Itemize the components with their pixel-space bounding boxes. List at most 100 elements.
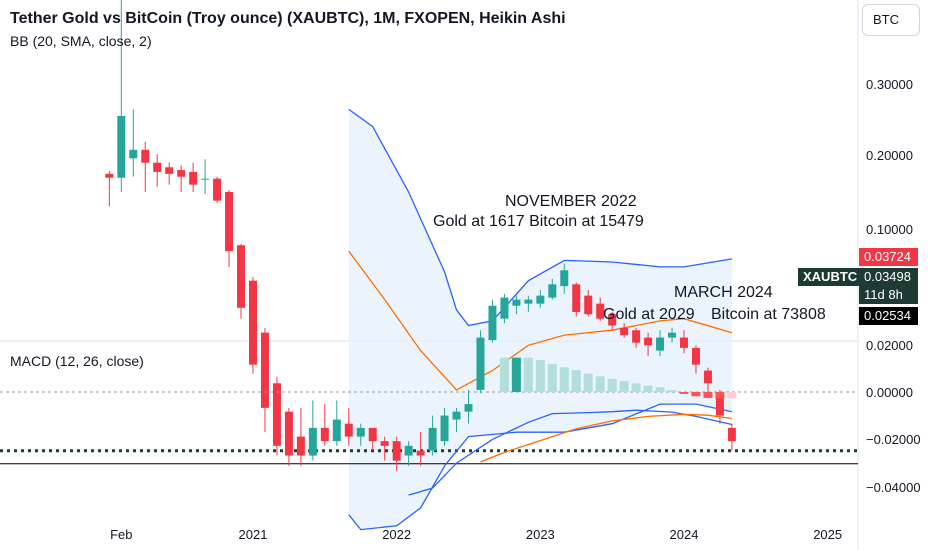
candle-2022-01 (392, 436, 401, 472)
candle-2022-03 (416, 432, 425, 466)
currency-button[interactable]: BTC (862, 4, 920, 36)
candle-body (608, 314, 617, 326)
candle-2022-08 (476, 330, 485, 394)
time-tick-2021: 2021 (239, 527, 268, 542)
macd-hist-bar-2023-10 (643, 385, 653, 392)
candle-2021-10 (356, 423, 365, 446)
macd-indicator-label[interactable]: MACD (12, 26, close) (10, 353, 144, 369)
candle-body (296, 436, 305, 456)
macd-hist-bar-2023-07 (607, 378, 617, 392)
candle-body (225, 191, 234, 252)
candle-2022-05 (440, 407, 449, 446)
macd-hist-bar-2023-08 (619, 381, 629, 392)
candle-body (308, 427, 317, 456)
candle-2021-11 (368, 427, 377, 451)
candle-2020-09 (201, 159, 210, 195)
candle-2020-05 (153, 154, 162, 187)
candle-2021-08 (332, 400, 341, 446)
candle-2022-02 (404, 441, 413, 466)
macd-hist-bar-2024-03 (703, 392, 713, 398)
candle-body (560, 270, 569, 287)
candle-body (644, 337, 653, 346)
candle-body (117, 116, 126, 178)
candle-body (165, 167, 174, 174)
candle-2022-06 (452, 407, 461, 433)
candle-2021-07 (320, 404, 329, 446)
candle-2022-07 (464, 389, 473, 424)
time-axis: Feb 2021 2022 2023 2024 2025 (110, 527, 842, 542)
annotation-gold-bitcoin-2022: Gold at 1617 Bitcoin at 15479 (433, 213, 644, 230)
candle-2021-02 (260, 327, 269, 433)
price-tick-2: 0.10000 (866, 222, 913, 237)
candle-2020-11 (225, 189, 234, 267)
bollinger-indicator-label[interactable]: BB (20, SMA, close, 2) (10, 33, 152, 49)
macd-hist-bar-2024-01 (679, 392, 689, 394)
candle-body (260, 332, 269, 408)
macd-hist-bar-2023-05 (583, 373, 593, 392)
candle-2023-09 (632, 327, 641, 348)
time-tick-2025: 2025 (813, 527, 842, 542)
price-tick-1: 0.20000 (866, 148, 913, 163)
candle-2024-01 (680, 330, 688, 354)
candle-2020-10 (213, 176, 222, 203)
annotation-march-2024: MARCH 2024 (674, 284, 773, 301)
candle-2021-09 (344, 407, 353, 446)
candle-body (141, 149, 150, 163)
candle-body (536, 295, 545, 304)
candle-2022-09 (488, 299, 497, 343)
macd-hist-bar-2022-10 (499, 357, 509, 392)
candle-2022-04 (428, 415, 437, 456)
price-lines (0, 449, 858, 465)
time-tick-2022: 2022 (382, 527, 411, 542)
macd-lines (408, 409, 733, 496)
candle-body (153, 162, 162, 172)
bb-lower-line (348, 403, 733, 531)
candle-body (512, 299, 521, 306)
candle-2020-01 (105, 170, 114, 207)
candle-body (464, 404, 473, 412)
macd-tick-1: 0.00000 (866, 385, 913, 400)
candle-body (572, 284, 581, 313)
annotation-gold-2029: Gold at 2029 (603, 306, 695, 323)
candle-body (272, 383, 281, 446)
macd-hist-bar-2023-12 (667, 390, 677, 392)
bar-countdown-tag: 11d 8h (859, 286, 918, 304)
candle-2021-12 (380, 436, 389, 461)
candle-body (691, 347, 700, 365)
candle-body (680, 337, 688, 348)
candle-body (584, 295, 593, 315)
time-tick-feb: Feb (110, 527, 132, 542)
candle-2020-02 (117, 0, 126, 192)
macd-hist-bar-2024-04 (715, 392, 725, 399)
candle-2023-02 (548, 278, 557, 300)
candle-2024-05 (727, 423, 736, 451)
candle-body (715, 396, 724, 416)
candle-2022-11 (512, 295, 521, 315)
candle-body (213, 178, 222, 201)
candle-body (201, 178, 210, 180)
candle-body (129, 149, 138, 159)
candle-body (332, 419, 341, 442)
candle-body (524, 299, 533, 304)
last-price-tag: 0.03498 (859, 268, 918, 286)
macd-hist-bar-2023-02 (547, 364, 557, 392)
high-price-tag: 0.03724 (859, 248, 918, 266)
candle-2020-07 (177, 165, 186, 192)
candle-body (416, 450, 425, 456)
macd-hist-bar-2022-11 (511, 357, 521, 392)
candle-body (727, 427, 736, 442)
candle-2023-01 (536, 289, 545, 308)
candle-2021-04 (284, 407, 293, 466)
candle-body (380, 441, 389, 446)
candle-body (189, 171, 198, 185)
macd-hist-bar-2023-04 (571, 370, 581, 392)
price-tick-0: 0.30000 (866, 77, 913, 92)
candle-2023-08 (620, 323, 629, 338)
macd-line (408, 409, 733, 496)
candle-body (596, 303, 605, 319)
candle-2021-03 (272, 376, 281, 456)
macd-hist-bar-2024-02 (691, 392, 701, 397)
annotation-bitcoin-73808: Bitcoin at 73808 (711, 306, 826, 323)
candle-2020-03 (129, 109, 138, 177)
